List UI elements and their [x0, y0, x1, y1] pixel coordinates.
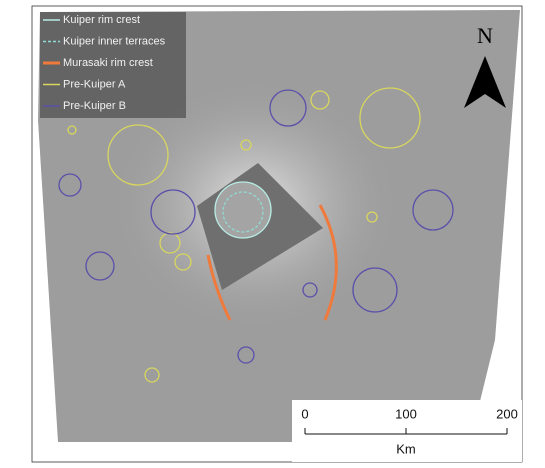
map-figure: Kuiper rim crest Kuiper inner terraces Mur…	[0, 0, 545, 468]
scale-unit: Km	[396, 441, 416, 456]
legend-label: Kuiper inner terraces	[63, 35, 166, 47]
legend-label: Kuiper rim crest	[63, 14, 140, 26]
scale-tick-label: 100	[395, 406, 417, 421]
scale-tick-label: 200	[496, 406, 518, 421]
legend-label: Murasaki rim crest	[63, 57, 153, 69]
north-label: N	[477, 23, 493, 48]
scale-tick-label: 0	[301, 406, 308, 421]
legend-label: Pre-Kuiper B	[63, 100, 126, 112]
legend-label: Pre-Kuiper A	[63, 78, 126, 90]
